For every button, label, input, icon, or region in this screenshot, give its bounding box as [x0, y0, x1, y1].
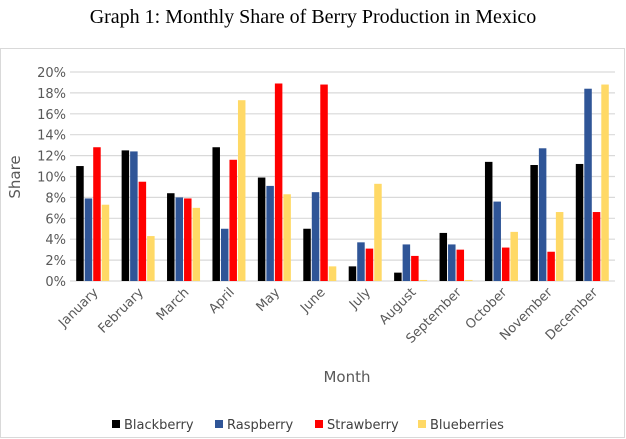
y-tick-label: 12%: [37, 150, 66, 165]
legend-label-raspberry: Raspberry: [227, 418, 293, 433]
bar-strawberry-november: [547, 251, 555, 281]
bar-raspberry-june: [311, 192, 320, 281]
bar-strawberry-december: [592, 212, 601, 281]
bar-blueberries-march: [192, 207, 201, 281]
bar-raspberry-november: [538, 148, 547, 281]
bar-raspberry-february: [130, 151, 138, 281]
gridlines: [70, 71, 615, 282]
bar-strawberry-august: [411, 255, 419, 281]
bar-blackberry-september: [439, 232, 448, 281]
bar-blackberry-may: [257, 177, 266, 281]
y-tick-label: 6%: [45, 212, 66, 227]
bar-strawberry-february: [138, 181, 147, 281]
bar-strawberry-october: [501, 247, 510, 281]
y-tick-label: 20%: [37, 66, 66, 81]
chart-frame: [0, 48, 625, 438]
y-tick-label: 14%: [37, 129, 66, 144]
x-tick-label: August: [377, 285, 420, 328]
bar-blueberries-november: [555, 212, 564, 281]
bar-raspberry-october: [493, 201, 501, 281]
bar-blueberries-may: [283, 194, 291, 281]
bar-strawberry-july: [365, 248, 374, 281]
bar-blueberries-september: [465, 279, 473, 281]
x-axis-label: Month: [323, 368, 370, 386]
bar-blackberry-august: [394, 272, 402, 281]
bar-blueberries-january: [101, 204, 110, 281]
bar-blueberries-february: [147, 236, 155, 281]
bar-blackberry-january: [76, 166, 84, 281]
bar-blueberries-december: [601, 84, 609, 281]
y-tick-label: 16%: [37, 108, 66, 123]
legend: Blackberry Raspberry Strawberry Blueberries: [112, 418, 504, 433]
bar-blackberry-december: [575, 163, 584, 281]
bar-raspberry-july: [357, 242, 365, 281]
bar-blackberry-november: [530, 165, 538, 281]
legend-swatch-raspberry: [215, 420, 223, 428]
x-tick-label: June: [297, 285, 328, 316]
x-tick-label: July: [346, 285, 374, 313]
bar-raspberry-august: [402, 244, 411, 281]
legend-swatch-blueberries: [418, 420, 426, 428]
bar-blackberry-july: [348, 266, 357, 281]
legend-swatch-blackberry: [112, 420, 120, 428]
bar-strawberry-april: [229, 159, 237, 281]
chart-title: Graph 1: Monthly Share of Berry Producti…: [89, 6, 537, 28]
y-axis-label: Share: [6, 155, 24, 198]
y-tick-label: 4%: [45, 233, 66, 248]
bar-raspberry-march: [175, 197, 184, 281]
bar-strawberry-january: [93, 147, 101, 281]
legend-swatch-strawberry: [315, 420, 323, 428]
y-tick-label: 0%: [45, 275, 66, 290]
bar-raspberry-may: [266, 185, 274, 281]
y-tick-label: 10%: [37, 171, 66, 186]
legend-label-blueberries: Blueberries: [430, 418, 504, 433]
bar-raspberry-january: [84, 198, 93, 281]
bar-blueberries-april: [237, 100, 246, 281]
bar-raspberry-april: [220, 228, 229, 281]
x-tick-label: May: [254, 285, 284, 315]
bar-blueberries-october: [510, 231, 518, 281]
y-tick-label: 2%: [45, 254, 66, 269]
bar-blueberries-july: [374, 183, 382, 281]
x-tick-label: April: [206, 285, 238, 317]
bar-blackberry-october: [484, 161, 493, 281]
bar-strawberry-june: [320, 84, 328, 281]
bar-blueberries-june: [328, 266, 337, 281]
bar-blackberry-april: [212, 147, 220, 281]
bars: [76, 83, 609, 282]
y-axis-ticks: 0% 2% 4% 6% 8% 10% 12% 14% 16% 18% 20%: [37, 66, 66, 290]
x-tick-label: January: [55, 285, 101, 331]
y-tick-label: 18%: [37, 87, 66, 102]
x-tick-label: February: [96, 285, 148, 337]
bar-blackberry-march: [167, 193, 175, 281]
bar-raspberry-september: [448, 244, 456, 281]
bar-strawberry-march: [184, 198, 192, 281]
bar-raspberry-december: [584, 88, 592, 281]
x-tick-label: March: [154, 285, 193, 324]
legend-label-strawberry: Strawberry: [327, 418, 399, 433]
bar-blackberry-february: [121, 150, 130, 281]
y-tick-label: 8%: [45, 191, 66, 206]
bar-blackberry-june: [303, 228, 311, 281]
bar-strawberry-september: [456, 249, 465, 281]
bar-strawberry-may: [274, 83, 283, 282]
bar-blueberries-august: [419, 279, 428, 281]
legend-label-blackberry: Blackberry: [124, 418, 194, 433]
